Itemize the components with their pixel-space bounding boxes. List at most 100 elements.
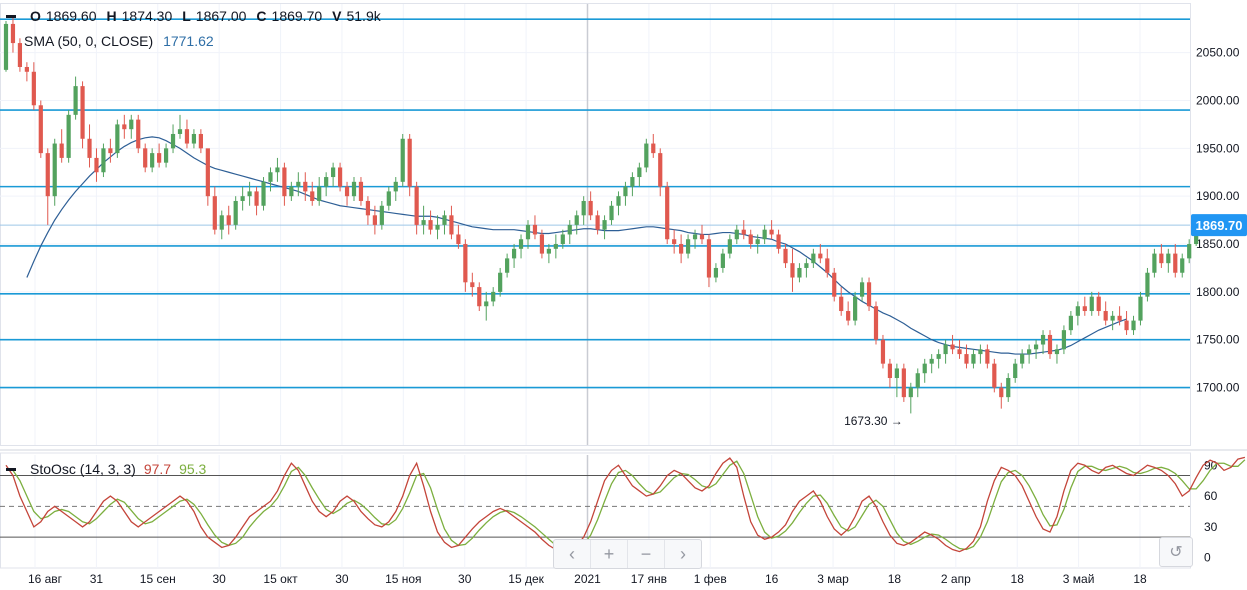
candle-body <box>1082 306 1087 312</box>
candle-body <box>518 239 524 249</box>
candle-body <box>1159 253 1164 264</box>
candle-body <box>122 124 127 130</box>
candle-body <box>163 148 169 163</box>
candle-body <box>331 167 336 178</box>
time-axis-label: 2 апр <box>941 572 971 586</box>
candle-body <box>992 363 997 388</box>
oscillator-axis-label: 60 <box>1204 489 1218 503</box>
candle-body <box>372 215 377 225</box>
candle-body <box>143 148 148 168</box>
candle-body <box>101 148 106 173</box>
candle-body <box>129 119 134 130</box>
candle-body <box>191 133 197 144</box>
scroll-right-button[interactable]: › <box>680 543 686 564</box>
candle-body <box>414 186 419 225</box>
zoom-out-button[interactable]: − <box>628 540 665 568</box>
candle-body <box>470 282 475 288</box>
candle-body <box>727 239 732 254</box>
candle-body <box>846 311 851 321</box>
candle-body <box>839 296 844 312</box>
candle-body <box>45 153 50 197</box>
candle-body <box>699 234 705 240</box>
candle-body <box>588 200 593 216</box>
candle-body <box>477 287 482 307</box>
time-axis-label: 3 мар <box>817 572 849 586</box>
candle-body <box>1152 253 1157 273</box>
candle-body <box>713 267 719 278</box>
candle-body <box>1096 296 1101 312</box>
candle-body <box>498 272 503 292</box>
volume-label: V <box>332 8 342 24</box>
collapse-icon[interactable] <box>6 14 16 18</box>
candle-body <box>150 153 155 168</box>
candle-body <box>136 119 141 149</box>
candle-body <box>748 234 753 245</box>
time-axis-label: 1 фев <box>694 572 727 586</box>
ohlc-legend: O 1869.60 H 1874.30 L 1867.00 C 1869.70 … <box>4 7 391 25</box>
open-label: O <box>30 8 41 24</box>
candle-body <box>435 224 440 230</box>
candle-body <box>344 186 350 197</box>
candle-body <box>1075 306 1080 316</box>
open-value: 1869.60 <box>45 8 97 24</box>
candle-body <box>358 181 364 201</box>
candle-body <box>310 191 315 201</box>
candle-body <box>894 368 899 379</box>
candle-body <box>1006 378 1011 398</box>
time-axis-label: 2021 <box>574 572 601 586</box>
time-axis-label: 15 окт <box>263 572 298 586</box>
candle-body <box>623 186 628 197</box>
candle-body <box>31 71 36 106</box>
candle-body <box>776 234 781 249</box>
candle-body <box>421 220 426 225</box>
candle-body <box>1013 363 1018 379</box>
candle-body <box>957 349 962 355</box>
candle-body <box>964 354 969 364</box>
candle-body <box>240 196 245 201</box>
reset-chart-button[interactable]: ↺ <box>1159 537 1193 567</box>
candle-body <box>581 200 586 216</box>
candle-body <box>811 253 816 264</box>
candle-body <box>219 215 224 230</box>
candle-body <box>1040 334 1046 345</box>
candle-body <box>59 143 64 158</box>
candle-body <box>574 215 579 225</box>
candle-body <box>456 234 461 245</box>
candle-body <box>324 177 329 187</box>
candle-body <box>428 220 433 230</box>
candle-body <box>379 205 384 225</box>
candle-body <box>52 143 57 197</box>
volume-value: 51.9k <box>346 8 381 24</box>
candle-body <box>365 200 371 216</box>
price-axis-label: 1800.00 <box>1196 285 1240 299</box>
candle-body <box>651 143 656 154</box>
candle-body <box>560 234 565 245</box>
candle-body <box>825 258 830 273</box>
sma-legend[interactable]: SMA (50, 0, CLOSE) 1771.62 <box>24 33 214 49</box>
candle-body <box>609 205 614 221</box>
candle-body <box>247 191 252 197</box>
candle-body <box>679 244 684 254</box>
candle-body <box>769 229 774 235</box>
candle-body <box>602 220 607 230</box>
candle-body <box>1145 272 1150 297</box>
candle-body <box>859 282 865 297</box>
stochastic-legend[interactable]: StoOsc (14, 3, 3) 97.7 95.3 <box>4 461 206 477</box>
scroll-left-button[interactable]: ‹ <box>554 540 591 568</box>
candle-body <box>567 224 572 235</box>
candle-body <box>1033 344 1039 350</box>
candle-body <box>449 215 454 235</box>
candle-body <box>170 133 176 149</box>
candle-body <box>915 373 920 388</box>
zoom-in-button[interactable]: + <box>591 540 628 568</box>
candle-body <box>532 224 538 235</box>
candle-body <box>929 358 934 364</box>
price-axis-label: 1900.00 <box>1196 189 1240 203</box>
candle-body <box>1047 334 1053 355</box>
stochastic-d-line <box>6 459 1246 552</box>
low-value: 1867.00 <box>195 8 247 24</box>
candle-body <box>303 181 308 192</box>
collapse-icon[interactable] <box>6 467 16 471</box>
